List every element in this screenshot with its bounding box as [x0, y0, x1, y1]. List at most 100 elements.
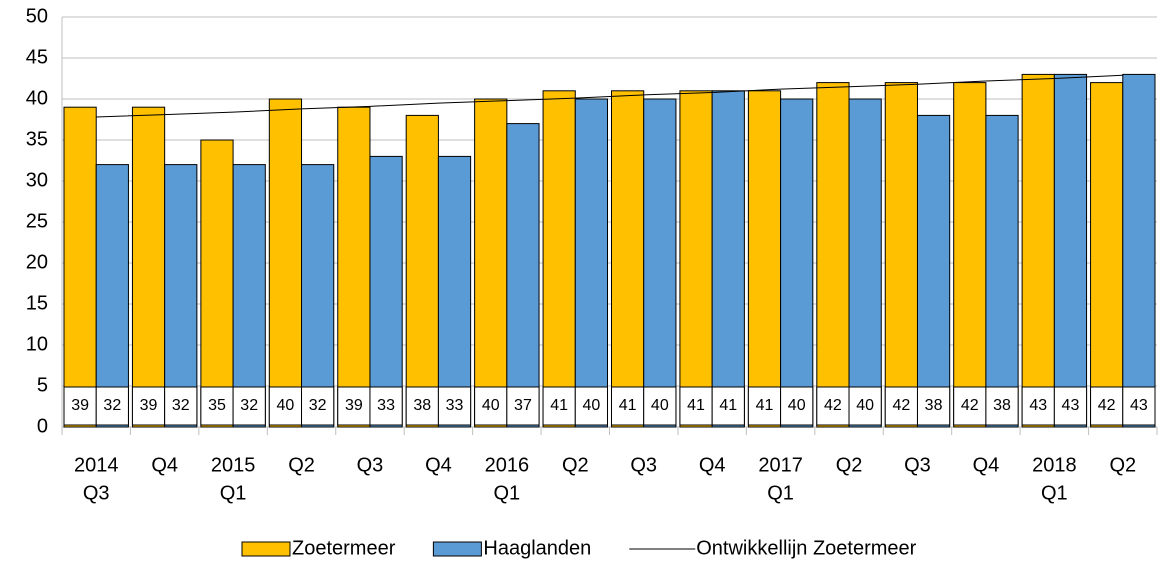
data-label: 32 [240, 397, 258, 414]
x-tick-label: Q1 [1041, 482, 1068, 504]
label-box [63, 386, 97, 426]
label-box [506, 386, 540, 426]
x-tick-label: 2015 [211, 454, 256, 476]
bar [780, 98, 814, 428]
bar [1090, 82, 1124, 428]
bar [747, 90, 782, 428]
label-box [200, 386, 234, 426]
x-tick-label: 2016 [485, 454, 530, 476]
data-label: 32 [172, 397, 190, 414]
x-tick-label: Q2 [1109, 454, 1136, 476]
bar [611, 90, 645, 428]
data-label: 38 [413, 397, 431, 414]
x-tick-label: 2014 [74, 454, 119, 476]
label-box [643, 386, 677, 426]
data-label: 43 [1029, 397, 1047, 414]
x-tick-label: Q1 [220, 482, 247, 504]
bar [95, 164, 129, 428]
y-tick-label: 15 [26, 292, 48, 314]
legend-swatch [241, 541, 291, 557]
y-tick-label: 40 [26, 87, 48, 109]
label-box [232, 386, 266, 426]
label-box [164, 386, 198, 426]
label-box [711, 386, 745, 426]
data-label: 37 [514, 397, 532, 414]
legend-label: Zoetermeer [292, 537, 396, 559]
data-label: 42 [892, 397, 910, 414]
data-label: 32 [309, 397, 327, 414]
label-box [574, 386, 608, 426]
bar [711, 90, 745, 428]
data-label: 41 [756, 397, 774, 414]
bar [232, 164, 266, 428]
data-label: 40 [788, 397, 806, 414]
data-label: 41 [719, 397, 737, 414]
bar [985, 114, 1019, 428]
y-tick-label: 30 [26, 169, 48, 191]
data-label: 35 [208, 397, 226, 414]
label-box [131, 386, 166, 426]
data-label: 40 [482, 397, 500, 414]
data-label: 38 [925, 397, 943, 414]
data-label: 40 [651, 397, 669, 414]
label-box [301, 386, 335, 426]
y-tick-label: 35 [26, 128, 48, 150]
bar [63, 106, 97, 428]
data-label: 39 [345, 397, 363, 414]
bar [816, 82, 850, 428]
data-label: 40 [277, 397, 295, 414]
data-label: 33 [377, 397, 395, 414]
bar [679, 90, 713, 428]
bar [268, 98, 303, 428]
data-label: 41 [687, 397, 705, 414]
x-tick-label: Q1 [494, 482, 521, 504]
data-label: 33 [446, 397, 464, 414]
x-tick-label: Q2 [562, 454, 589, 476]
data-label: 39 [71, 397, 89, 414]
trend-line [96, 74, 1123, 118]
label-box [542, 386, 576, 426]
bar [337, 106, 371, 428]
label-box [369, 386, 403, 426]
data-label: 32 [103, 397, 121, 414]
bar [437, 155, 472, 428]
label-box [474, 386, 508, 426]
x-tick-label: 2018 [1032, 454, 1077, 476]
y-tick-label: 10 [26, 333, 48, 355]
label-box [337, 386, 371, 426]
bar [848, 98, 882, 428]
data-label: 40 [582, 397, 600, 414]
data-label: 40 [856, 397, 874, 414]
label-box [437, 386, 472, 426]
label-box [780, 386, 814, 426]
x-tick-label: Q2 [836, 454, 863, 476]
bar [643, 98, 677, 428]
data-label: 43 [1130, 397, 1148, 414]
label-box [884, 386, 918, 426]
bar [369, 155, 403, 428]
bar [131, 106, 166, 428]
x-tick-label: Q3 [904, 454, 931, 476]
bar [1021, 73, 1055, 428]
bar [405, 114, 439, 428]
label-box [611, 386, 645, 426]
label-box [1122, 386, 1156, 426]
x-tick-label: 2017 [758, 454, 803, 476]
bar [1122, 73, 1156, 428]
label-box [405, 386, 439, 426]
x-tick-label: Q3 [83, 482, 110, 504]
bar [474, 98, 508, 428]
data-label: 43 [1062, 397, 1080, 414]
data-label: 42 [961, 397, 979, 414]
bar [953, 82, 987, 428]
label-box [985, 386, 1019, 426]
data-label: 39 [140, 397, 158, 414]
data-label: 42 [1098, 397, 1116, 414]
legend-label: Haaglanden [483, 537, 591, 559]
data-label: 38 [993, 397, 1011, 414]
bar [506, 123, 540, 428]
x-tick-label: Q4 [151, 454, 178, 476]
data-label: 41 [619, 397, 637, 414]
y-tick-label: 5 [37, 374, 48, 396]
